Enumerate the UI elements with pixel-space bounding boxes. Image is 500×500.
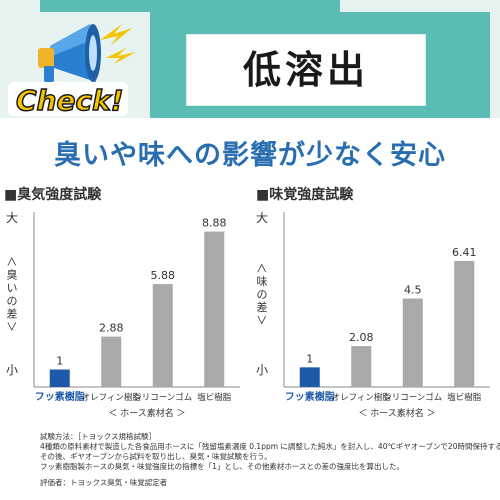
y-axis-title-char: 差 <box>257 300 268 314</box>
x-tick-label-1: フッ素樹脂 <box>285 390 335 403</box>
data-label-3: 5.88 <box>151 269 176 282</box>
x-tick-label-1: フッ素樹脂 <box>35 390 85 403</box>
bar-4 <box>454 260 475 387</box>
data-label-1: 1 <box>306 352 313 365</box>
odor-chart-title: ■臭気強度試験 <box>4 187 102 203</box>
data-label-1: 1 <box>56 355 63 368</box>
taste-intensity-chart: 大小 ＜味の差＞ 1 フッ素樹脂 2.08 オレフィン樹脂 4.5 シリコーンゴム 6.41 塩ビ… <box>255 211 490 419</box>
data-label-3: 4.5 <box>404 284 422 297</box>
y-axis-title-char: ＜ <box>5 256 18 267</box>
data-label-4: 6.41 <box>452 246 477 259</box>
y-axis-title-char: い <box>7 282 18 295</box>
taste-chart-title: ■味覚強度試験 <box>256 187 354 203</box>
y-axis-title-char: 差 <box>7 307 18 321</box>
y-axis-title-char: ＞ <box>5 321 18 332</box>
banner: 低溶出 Check! <box>0 0 500 130</box>
y-axis-title-char: 味 <box>257 275 268 288</box>
x-axis-title: ＜ ホース素材名 ＞ <box>108 407 185 419</box>
note-line-3: その後、ギヤオーブンから試料を取り出し、臭気・味覚試験を行う。 <box>40 452 272 461</box>
x-tick-label-3: シリコーンゴム <box>383 392 442 403</box>
bar-4 <box>204 231 225 387</box>
banner-title-box <box>186 34 426 106</box>
banner-top-stripe <box>40 0 340 12</box>
megaphone-icon <box>38 24 101 82</box>
spark-lines-icon <box>100 24 136 64</box>
y-axis-title-char: の <box>7 295 18 308</box>
bar-3 <box>402 298 423 387</box>
bar-1 <box>299 367 320 387</box>
y-axis-title-char: ＜ <box>255 263 268 274</box>
y-axis-title-char: 臭 <box>7 268 18 282</box>
x-tick-label-2: オレフィン樹脂 <box>82 392 142 403</box>
x-axis-title: ＜ ホース素材名 ＞ <box>358 407 435 419</box>
bar-3 <box>152 284 173 387</box>
y-axis-title-char: ＞ <box>255 315 268 326</box>
check-badge-label: Check! <box>16 84 123 117</box>
x-tick-label-3: シリコーンゴム <box>133 392 192 403</box>
y-axis-bottom-label: 小 <box>6 363 18 377</box>
data-label-2: 2.08 <box>349 331 374 344</box>
test-method-notes: 試験方法：［トヨックス規格試験］ 4種類の原料素材で製造した各食品用ホースに「残… <box>40 432 500 488</box>
check-badge: Check! <box>8 82 128 118</box>
data-label-4: 8.88 <box>202 217 227 230</box>
x-tick-label-4: 塩ビ樹脂 <box>447 392 482 403</box>
data-label-2: 2.88 <box>99 322 124 335</box>
headline: 臭いや味への影響が少なく安心 <box>54 140 446 171</box>
bar-2 <box>351 346 372 387</box>
y-axis-top-label: 大 <box>256 211 268 225</box>
note-line-1: 試験方法：［トヨックス規格試験］ <box>40 432 157 441</box>
bar-1 <box>49 369 70 387</box>
x-tick-label-2: オレフィン樹脂 <box>332 392 392 403</box>
bar-2 <box>101 336 122 387</box>
banner-title: 低溶出 <box>242 48 369 92</box>
note-line-2: 4種類の原料素材で製造した各食品用ホースに「残留塩素濃度 0.1ppm に調整し… <box>40 442 500 451</box>
y-axis-top-label: 大 <box>6 211 18 225</box>
note-line-4: フッ素樹脂製ホースの臭気・味覚強度比の指標を「1」とし、その他素材ホースとの差の… <box>40 462 404 471</box>
y-axis-title-char: の <box>257 288 268 301</box>
note-evaluator: 評価者：トヨックス臭気・味覚認定者 <box>40 478 168 487</box>
y-axis-bottom-label: 小 <box>256 363 268 377</box>
x-tick-label-4: 塩ビ樹脂 <box>197 392 232 403</box>
